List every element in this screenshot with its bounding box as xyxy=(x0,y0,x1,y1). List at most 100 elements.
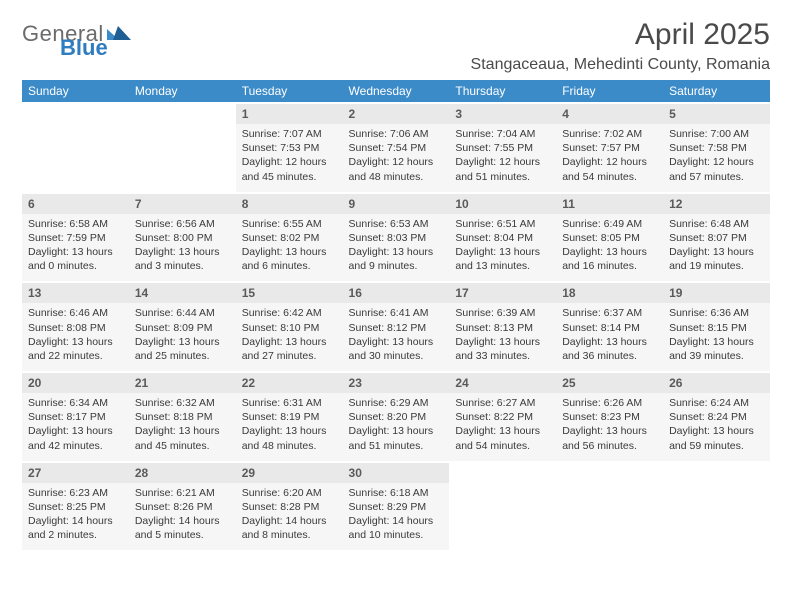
day-number: 13 xyxy=(22,282,129,303)
daylight-line: Daylight: 13 hours and 6 minutes. xyxy=(242,245,337,273)
day-number: 12 xyxy=(663,193,770,214)
sunset-line: Sunset: 8:28 PM xyxy=(242,500,337,514)
day-number: 19 xyxy=(663,282,770,303)
empty-cell xyxy=(129,124,236,193)
daylight-line: Daylight: 14 hours and 2 minutes. xyxy=(28,514,123,542)
daylight-line: Daylight: 13 hours and 54 minutes. xyxy=(455,424,550,452)
sunset-line: Sunset: 8:22 PM xyxy=(455,410,550,424)
sunset-line: Sunset: 8:23 PM xyxy=(562,410,657,424)
day-detail: Sunrise: 6:26 AMSunset: 8:23 PMDaylight:… xyxy=(556,393,663,462)
sunset-line: Sunset: 7:58 PM xyxy=(669,141,764,155)
empty-cell xyxy=(556,483,663,551)
title-block: April 2025 Stangaceaua, Mehedinti County… xyxy=(471,18,770,74)
day-number-row: 6789101112 xyxy=(22,193,770,214)
day-detail: Sunrise: 6:21 AMSunset: 8:26 PMDaylight:… xyxy=(129,483,236,551)
daylight-line: Daylight: 13 hours and 33 minutes. xyxy=(455,335,550,363)
day-detail: Sunrise: 7:07 AMSunset: 7:53 PMDaylight:… xyxy=(236,124,343,193)
day-detail: Sunrise: 7:00 AMSunset: 7:58 PMDaylight:… xyxy=(663,124,770,193)
day-detail: Sunrise: 6:55 AMSunset: 8:02 PMDaylight:… xyxy=(236,214,343,283)
day-detail: Sunrise: 7:02 AMSunset: 7:57 PMDaylight:… xyxy=(556,124,663,193)
daylight-line: Daylight: 13 hours and 59 minutes. xyxy=(669,424,764,452)
day-number: 8 xyxy=(236,193,343,214)
sunrise-line: Sunrise: 6:46 AM xyxy=(28,306,123,320)
daylight-line: Daylight: 13 hours and 9 minutes. xyxy=(349,245,444,273)
day-detail: Sunrise: 6:58 AMSunset: 7:59 PMDaylight:… xyxy=(22,214,129,283)
sunset-line: Sunset: 8:15 PM xyxy=(669,321,764,335)
day-number: 30 xyxy=(343,462,450,483)
day-number: 18 xyxy=(556,282,663,303)
weekday-header: Tuesday xyxy=(236,80,343,103)
day-number: 29 xyxy=(236,462,343,483)
day-number-row: 27282930 xyxy=(22,462,770,483)
day-number: 11 xyxy=(556,193,663,214)
daylight-line: Daylight: 13 hours and 51 minutes. xyxy=(349,424,444,452)
day-detail: Sunrise: 6:29 AMSunset: 8:20 PMDaylight:… xyxy=(343,393,450,462)
daylight-line: Daylight: 12 hours and 57 minutes. xyxy=(669,155,764,183)
daylight-line: Daylight: 12 hours and 48 minutes. xyxy=(349,155,444,183)
daylight-line: Daylight: 12 hours and 54 minutes. xyxy=(562,155,657,183)
weekday-header: Sunday xyxy=(22,80,129,103)
day-detail-row: Sunrise: 6:34 AMSunset: 8:17 PMDaylight:… xyxy=(22,393,770,462)
sunrise-line: Sunrise: 6:18 AM xyxy=(349,486,444,500)
day-number: 7 xyxy=(129,193,236,214)
empty-cell xyxy=(449,483,556,551)
day-number: 2 xyxy=(343,103,450,124)
sunrise-line: Sunrise: 6:23 AM xyxy=(28,486,123,500)
day-number: 24 xyxy=(449,372,556,393)
sunset-line: Sunset: 8:26 PM xyxy=(135,500,230,514)
day-detail: Sunrise: 6:36 AMSunset: 8:15 PMDaylight:… xyxy=(663,303,770,372)
day-detail: Sunrise: 6:46 AMSunset: 8:08 PMDaylight:… xyxy=(22,303,129,372)
day-detail: Sunrise: 6:34 AMSunset: 8:17 PMDaylight:… xyxy=(22,393,129,462)
day-number: 27 xyxy=(22,462,129,483)
weekday-header: Saturday xyxy=(663,80,770,103)
sunrise-line: Sunrise: 7:04 AM xyxy=(455,127,550,141)
daylight-line: Daylight: 13 hours and 22 minutes. xyxy=(28,335,123,363)
day-number: 22 xyxy=(236,372,343,393)
header: GeneralBlue April 2025 Stangaceaua, Mehe… xyxy=(22,18,770,74)
sunset-line: Sunset: 8:19 PM xyxy=(242,410,337,424)
day-number: 1 xyxy=(236,103,343,124)
day-number: 16 xyxy=(343,282,450,303)
brand-part2: Blue xyxy=(60,38,131,58)
weekday-header: Wednesday xyxy=(343,80,450,103)
sunset-line: Sunset: 7:57 PM xyxy=(562,141,657,155)
sunrise-line: Sunrise: 6:56 AM xyxy=(135,217,230,231)
day-detail: Sunrise: 6:37 AMSunset: 8:14 PMDaylight:… xyxy=(556,303,663,372)
sunrise-line: Sunrise: 6:39 AM xyxy=(455,306,550,320)
sunset-line: Sunset: 8:13 PM xyxy=(455,321,550,335)
sunset-line: Sunset: 7:55 PM xyxy=(455,141,550,155)
day-number-row: 12345 xyxy=(22,103,770,124)
daylight-line: Daylight: 13 hours and 27 minutes. xyxy=(242,335,337,363)
sunrise-line: Sunrise: 6:51 AM xyxy=(455,217,550,231)
weekday-header: Monday xyxy=(129,80,236,103)
day-detail: Sunrise: 6:18 AMSunset: 8:29 PMDaylight:… xyxy=(343,483,450,551)
daylight-line: Daylight: 13 hours and 45 minutes. xyxy=(135,424,230,452)
empty-cell xyxy=(449,462,556,483)
sunset-line: Sunset: 7:59 PM xyxy=(28,231,123,245)
sunrise-line: Sunrise: 6:49 AM xyxy=(562,217,657,231)
daylight-line: Daylight: 13 hours and 19 minutes. xyxy=(669,245,764,273)
day-detail-row: Sunrise: 6:58 AMSunset: 7:59 PMDaylight:… xyxy=(22,214,770,283)
day-number: 10 xyxy=(449,193,556,214)
empty-cell xyxy=(663,483,770,551)
sunrise-line: Sunrise: 6:31 AM xyxy=(242,396,337,410)
sunrise-line: Sunrise: 6:55 AM xyxy=(242,217,337,231)
sunset-line: Sunset: 8:05 PM xyxy=(562,231,657,245)
day-detail-row: Sunrise: 6:23 AMSunset: 8:25 PMDaylight:… xyxy=(22,483,770,551)
sunset-line: Sunset: 8:17 PM xyxy=(28,410,123,424)
weekday-header: Thursday xyxy=(449,80,556,103)
empty-cell xyxy=(663,462,770,483)
sunrise-line: Sunrise: 7:00 AM xyxy=(669,127,764,141)
sunrise-line: Sunrise: 6:32 AM xyxy=(135,396,230,410)
day-number: 6 xyxy=(22,193,129,214)
day-detail: Sunrise: 6:48 AMSunset: 8:07 PMDaylight:… xyxy=(663,214,770,283)
sunset-line: Sunset: 8:03 PM xyxy=(349,231,444,245)
sunrise-line: Sunrise: 6:24 AM xyxy=(669,396,764,410)
day-number: 25 xyxy=(556,372,663,393)
sunrise-line: Sunrise: 6:37 AM xyxy=(562,306,657,320)
calendar-body: 12345Sunrise: 7:07 AMSunset: 7:53 PMDayl… xyxy=(22,103,770,550)
sunrise-line: Sunrise: 6:48 AM xyxy=(669,217,764,231)
empty-cell xyxy=(129,103,236,124)
sunrise-line: Sunrise: 6:20 AM xyxy=(242,486,337,500)
day-detail-row: Sunrise: 7:07 AMSunset: 7:53 PMDaylight:… xyxy=(22,124,770,193)
